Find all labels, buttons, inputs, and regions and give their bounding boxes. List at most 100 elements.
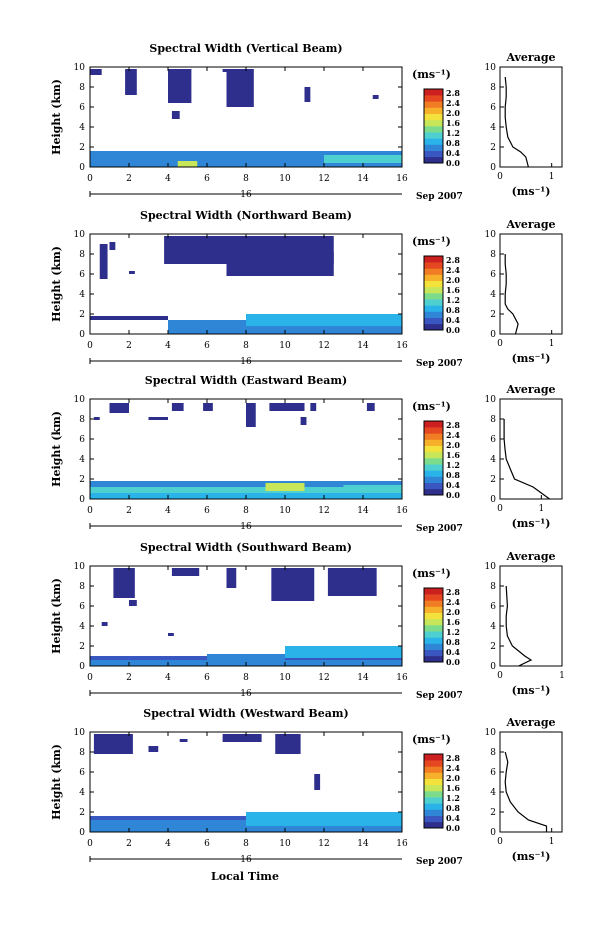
colorbar-swatch [424, 89, 443, 96]
chart-title: Spectral Width (Vertical Beam) [149, 42, 342, 55]
colorbar-swatch [424, 268, 443, 275]
y-tick-label: 6 [79, 602, 85, 612]
colorbar-swatch [424, 766, 443, 773]
data-cell [226, 69, 254, 107]
y-tick-label: 4 [79, 788, 85, 798]
average-x-tick-label: 0 [497, 837, 503, 847]
colorbar-swatch [424, 791, 443, 798]
average-frame [499, 233, 563, 335]
data-cell [285, 646, 402, 658]
colorbar-label: 0.4 [446, 148, 460, 158]
x-tick-label: 12 [318, 839, 329, 849]
colorbar-frame [423, 753, 444, 829]
colorbar-label: 0.8 [446, 803, 460, 813]
colorbar-label: 0.0 [446, 325, 460, 335]
average-y-tick-label: 0 [490, 495, 496, 505]
colorbar-swatch [424, 323, 443, 331]
average-y-tick-label: 10 [485, 562, 497, 572]
colorbar-label: 0.4 [446, 480, 460, 490]
data-cell [113, 568, 135, 598]
y-tick-label: 10 [74, 728, 86, 738]
x-tick-label: 0 [87, 839, 93, 849]
colorbar-swatch [424, 618, 443, 626]
y-tick-label: 0 [79, 662, 85, 672]
colorbar-label: 0.4 [446, 813, 460, 823]
date-month-year: Sep 2007 [416, 857, 463, 867]
average-y-tick-label: 0 [490, 163, 496, 173]
data-cell [265, 483, 305, 491]
average-x-tick-label: 1 [538, 504, 544, 514]
colorbar-label: 2.0 [446, 440, 460, 450]
data-cell [148, 746, 159, 752]
colorbar-swatch [424, 305, 443, 312]
y-tick-label: 6 [79, 103, 85, 113]
colorbar-swatch [424, 311, 443, 318]
average-x-tick-label: 0 [497, 172, 503, 182]
date-month-year: Sep 2007 [416, 192, 463, 202]
x-tick-label: 10 [279, 341, 291, 351]
colorbar-unit: (ms⁻¹) [412, 400, 451, 413]
average-y-tick-label: 6 [490, 435, 496, 445]
colorbar-swatch [424, 262, 443, 269]
y-tick-label: 0 [79, 330, 85, 340]
data-cell [125, 69, 137, 95]
y-tick-label: 8 [79, 582, 85, 592]
data-cell [246, 812, 402, 826]
x-tick-label: 6 [204, 673, 210, 683]
data-cell [101, 622, 108, 626]
y-tick-label: 0 [79, 163, 85, 173]
x-tick-label: 2 [126, 839, 132, 849]
x-tick-label: 4 [165, 673, 171, 683]
colorbar-label: 1.6 [446, 783, 460, 793]
y-tick-label: 10 [74, 562, 86, 572]
colorbar-label: 2.8 [446, 753, 460, 763]
colorbar-swatch [424, 280, 443, 288]
x-axis-label: Local Time [211, 870, 279, 883]
chart-title: Spectral Width (Northward Beam) [140, 209, 352, 222]
data-cell [226, 568, 237, 588]
date-day: 16 [240, 689, 252, 699]
data-cell [246, 314, 402, 326]
x-tick-label: 16 [396, 506, 408, 516]
colorbar-label: 2.0 [446, 275, 460, 285]
colorbar-label: 1.2 [446, 295, 460, 305]
x-tick-label: 4 [165, 839, 171, 849]
average-title: Average [505, 218, 555, 231]
average-frame [499, 731, 563, 833]
panel-3: Spectral Width (Eastward Beam)0 2 4 6 8 10 12 1… [50, 374, 563, 534]
data-cell [90, 481, 402, 487]
average-y-tick-label: 6 [490, 270, 496, 280]
data-cell [314, 252, 334, 264]
colorbar-swatch [424, 760, 443, 767]
y-tick-label: 6 [79, 435, 85, 445]
average-x-tick-label: 0 [497, 671, 503, 681]
average-x-label: (ms⁻¹) [512, 684, 551, 697]
x-tick-label: 2 [126, 341, 132, 351]
data-cell [207, 654, 285, 660]
colorbar-swatch [424, 476, 443, 483]
data-cell [269, 403, 305, 411]
x-tick-label: 10 [279, 506, 291, 516]
colorbar-swatch [424, 132, 443, 139]
colorbar-swatch [424, 433, 443, 440]
y-tick-label: 8 [79, 83, 85, 93]
colorbar-swatch [424, 421, 443, 428]
average-title: Average [505, 51, 555, 64]
y-tick-label: 8 [79, 250, 85, 260]
colorbar-swatch [424, 156, 443, 164]
colorbar-swatch [424, 138, 443, 145]
average-profile-line [504, 254, 519, 335]
colorbar-swatch [424, 101, 443, 108]
x-tick-label: 12 [318, 506, 329, 516]
chart-title: Spectral Width (Westward Beam) [143, 707, 348, 720]
date-month-year: Sep 2007 [416, 359, 463, 369]
y-axis-label: Height (km) [50, 744, 63, 820]
colorbar-label: 1.2 [446, 128, 460, 138]
average-y-tick-label: 6 [490, 602, 496, 612]
data-cell [129, 600, 137, 606]
colorbar-label: 1.6 [446, 285, 460, 295]
data-cell [366, 403, 375, 411]
average-y-tick-label: 4 [490, 788, 496, 798]
x-tick-label: 2 [126, 673, 132, 683]
colorbar-label: 0.4 [446, 315, 460, 325]
